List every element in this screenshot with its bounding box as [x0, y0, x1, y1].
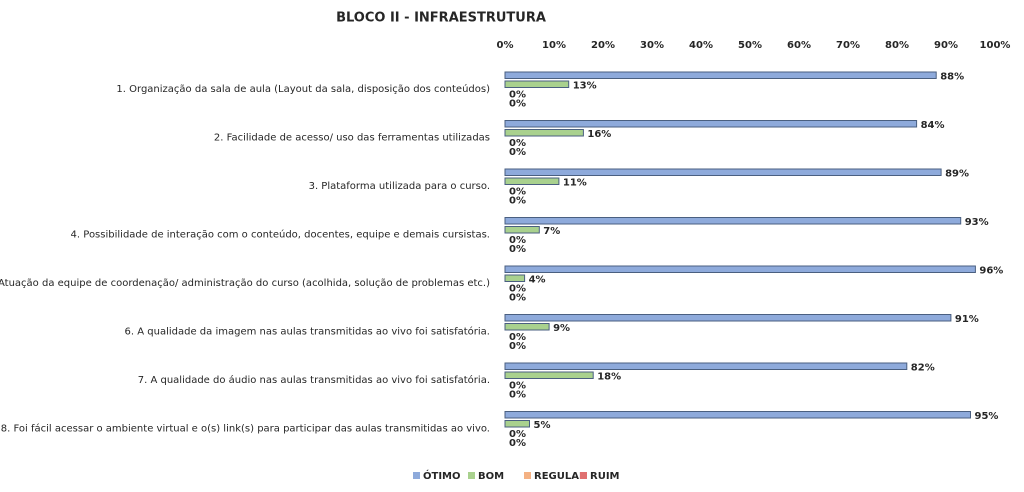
value-label: 4% [529, 274, 546, 285]
value-label: 18% [597, 371, 621, 382]
value-label: 0% [509, 389, 526, 400]
category-label: 5. Atuação da equipe de coordenação/ adm… [0, 278, 490, 289]
category-label: 7. A qualidade do áudio nas aulas transm… [138, 374, 490, 386]
x-tick-label: 70% [836, 40, 860, 51]
bar [504, 323, 550, 331]
value-label: 16% [587, 129, 611, 140]
value-label: 89% [945, 168, 969, 179]
x-tick-label: 60% [787, 40, 811, 51]
x-tick-label: 90% [934, 40, 958, 51]
value-label: 0% [509, 195, 526, 206]
value-label: 0% [509, 147, 526, 158]
value-label: 0% [509, 341, 526, 352]
value-label: 84% [921, 120, 945, 131]
value-label: 5% [534, 420, 551, 431]
value-label: 82% [911, 362, 935, 373]
legend-swatch [413, 472, 420, 479]
x-tick-label: 40% [689, 40, 713, 51]
bar [504, 362, 908, 370]
value-label: 9% [553, 323, 570, 334]
category-label: 2. Facilidade de acesso/ uso das ferrame… [214, 132, 490, 143]
bar [504, 314, 952, 322]
value-label: 88% [940, 71, 964, 82]
value-label: 0% [509, 98, 526, 109]
value-label: 95% [975, 411, 999, 422]
value-label: 0% [509, 89, 526, 100]
x-tick-label: 10% [542, 40, 566, 51]
value-label: 0% [509, 186, 526, 197]
category-label: 3. Plataforma utilizada para o curso. [309, 181, 490, 192]
legend-label: REGULAR [534, 471, 587, 482]
legend-label: ÓTIMO [423, 469, 461, 482]
bar [504, 411, 971, 419]
value-label: 0% [509, 283, 526, 294]
value-label: 96% [979, 265, 1003, 276]
x-tick-label: 80% [885, 40, 909, 51]
bar [504, 120, 918, 128]
value-label: 0% [509, 138, 526, 149]
value-label: 13% [573, 80, 597, 91]
x-tick-label: 100% [980, 40, 1011, 51]
bar [504, 265, 976, 273]
value-label: 0% [509, 429, 526, 440]
category-label: 8. Foi fácil acessar o ambiente virtual … [1, 422, 490, 434]
bar [504, 129, 584, 137]
value-label: 0% [509, 244, 526, 255]
chart-title: BLOCO II - INFRAESTRUTURA [336, 11, 546, 26]
value-label: 0% [509, 438, 526, 449]
x-tick-label: 20% [591, 40, 615, 51]
value-label: 93% [965, 217, 989, 228]
bar [504, 71, 937, 79]
bar [504, 420, 530, 428]
bar [504, 80, 570, 88]
value-label: 7% [543, 226, 560, 237]
category-label: 1. Organização da sala de aula (Layout d… [116, 83, 490, 95]
category-label: 6. A qualidade da imagem nas aulas trans… [125, 325, 490, 337]
value-label: 0% [509, 292, 526, 303]
value-label: 0% [509, 235, 526, 246]
legend-label: BOM [478, 471, 504, 482]
value-label: 0% [509, 332, 526, 343]
legend-label: RUIM [590, 471, 620, 482]
value-label: 91% [955, 314, 979, 325]
bar [504, 217, 962, 225]
legend-swatch [580, 472, 587, 479]
legend-swatch [524, 472, 531, 479]
bar [504, 168, 942, 176]
value-label: 11% [563, 177, 587, 188]
bar [504, 226, 540, 234]
bar [504, 274, 526, 282]
bar [504, 177, 560, 185]
value-label: 0% [509, 380, 526, 391]
x-tick-label: 0% [497, 40, 514, 51]
category-label: 4. Possibilidade de interação com o cont… [71, 228, 490, 240]
legend-swatch [468, 472, 475, 479]
x-tick-label: 50% [738, 40, 762, 51]
x-tick-label: 30% [640, 40, 664, 51]
bar [504, 371, 594, 379]
